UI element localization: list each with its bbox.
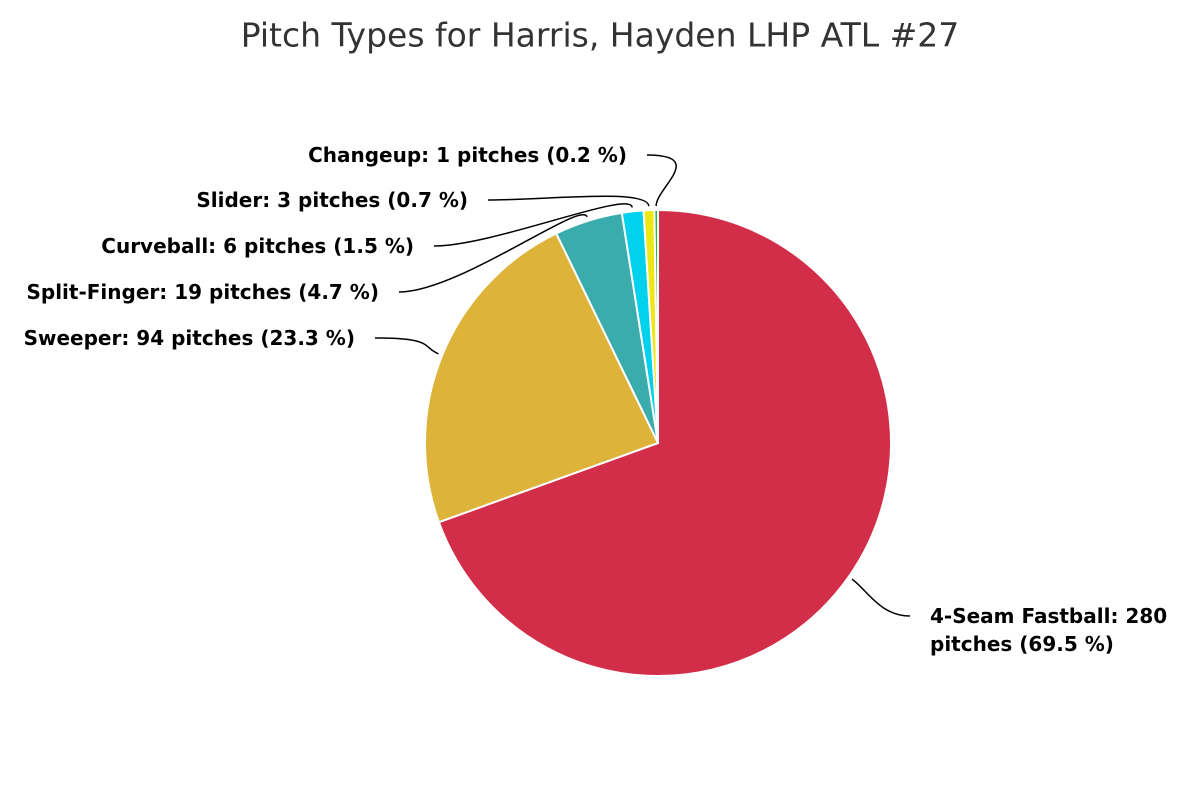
data-label: Split-Finger: 19 pitches (4.7 %) [26,280,379,304]
data-label: Changeup: 1 pitches (0.2 %) [308,143,627,167]
pie-slice [653,208,659,444]
connector [398,214,588,293]
connector [851,578,911,617]
pie-slice [437,208,892,677]
connector [433,203,633,247]
connector [487,195,650,207]
data-label: Slider: 3 pitches (0.7 %) [196,188,468,212]
data-label: 4-Seam Fastball: 280 pitches (69.5 %) [930,604,1168,656]
data-label: Curveball: 6 pitches (1.5 %) [101,234,414,258]
pie-slice [424,232,660,524]
connector [374,337,439,355]
connector [646,154,677,207]
data-label: Sweeper: 94 pitches (23.3 %) [23,326,355,350]
chart-title: Pitch Types for Harris, Hayden LHP ATL #… [241,16,960,55]
